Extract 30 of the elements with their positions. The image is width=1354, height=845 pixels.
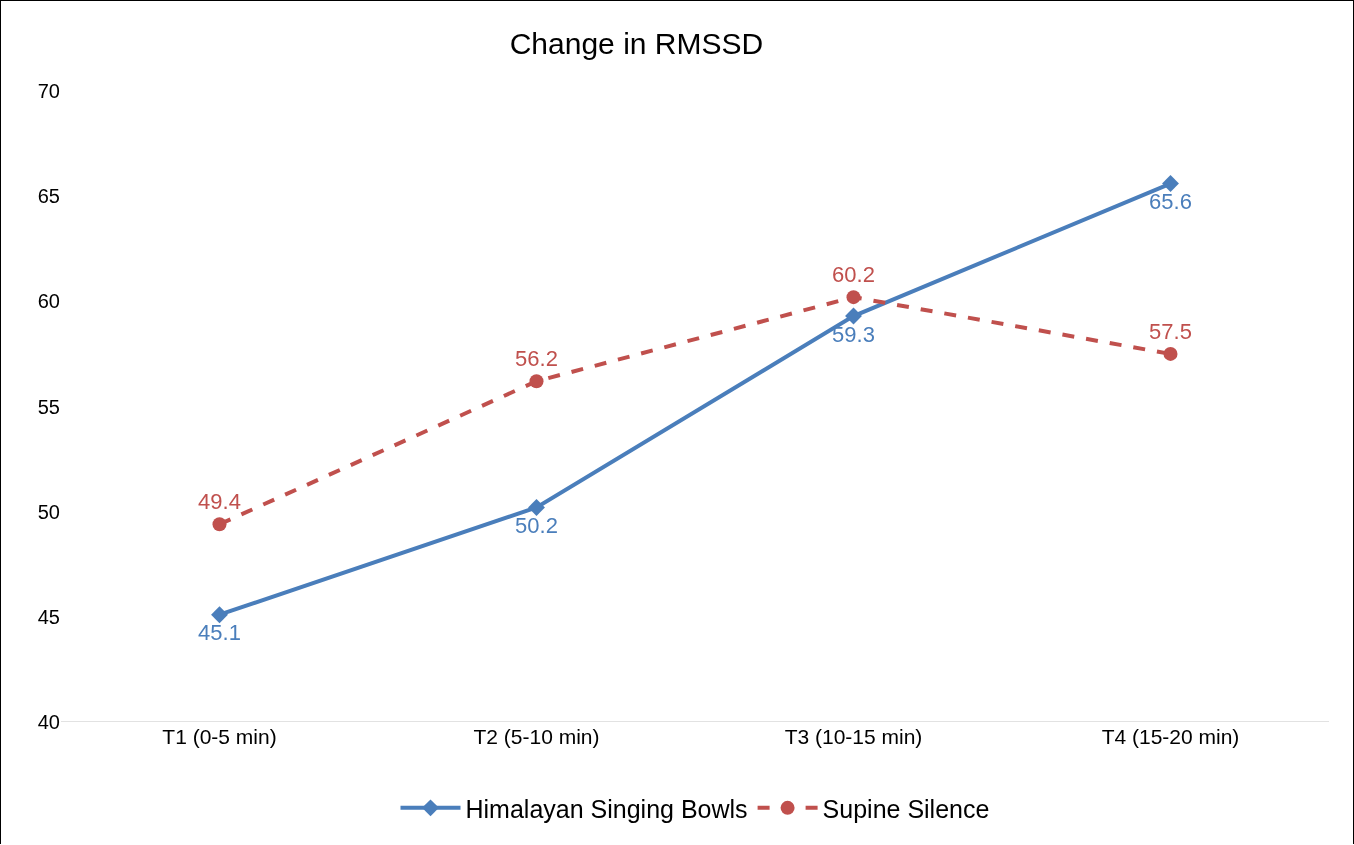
y-tick-label: 45	[37, 605, 60, 628]
point	[528, 499, 545, 516]
y-tick-label: 60	[37, 290, 60, 313]
point	[846, 290, 861, 305]
chart-title: Change in RMSSD	[509, 26, 764, 60]
y-tick-label: 40	[37, 711, 60, 733]
point	[212, 517, 227, 532]
data-label: 45.1	[198, 620, 241, 646]
y-tick-label: 55	[37, 395, 60, 418]
data-label: 56.2	[515, 346, 558, 372]
legend-label: Supine Silence	[822, 794, 990, 823]
data-label: 50.2	[515, 513, 558, 539]
x-tick-label: T2 (5-10 min)	[473, 725, 600, 748]
y-tick-label: 70	[37, 80, 60, 102]
point	[845, 307, 862, 325]
point	[529, 374, 544, 389]
y-tick-label: 65	[37, 185, 60, 208]
point	[1162, 175, 1179, 192]
data-label: 49.4	[198, 489, 241, 515]
point	[211, 606, 228, 624]
x-tick-label: T3 (10-15 min)	[784, 725, 923, 748]
x-tick-label: T4 (15-20 min)	[1101, 725, 1240, 748]
data-label: 59.3	[832, 321, 875, 347]
point	[1163, 346, 1178, 361]
y-tick-label: 50	[37, 500, 60, 523]
data-label: 60.2	[832, 261, 875, 287]
data-label: 65.6	[1149, 189, 1192, 215]
x-tick-label: T1 (0-5 min)	[162, 725, 277, 748]
data-label: 57.5	[1149, 318, 1192, 344]
legend-label: Himalayan Singing Bowls	[465, 794, 748, 823]
